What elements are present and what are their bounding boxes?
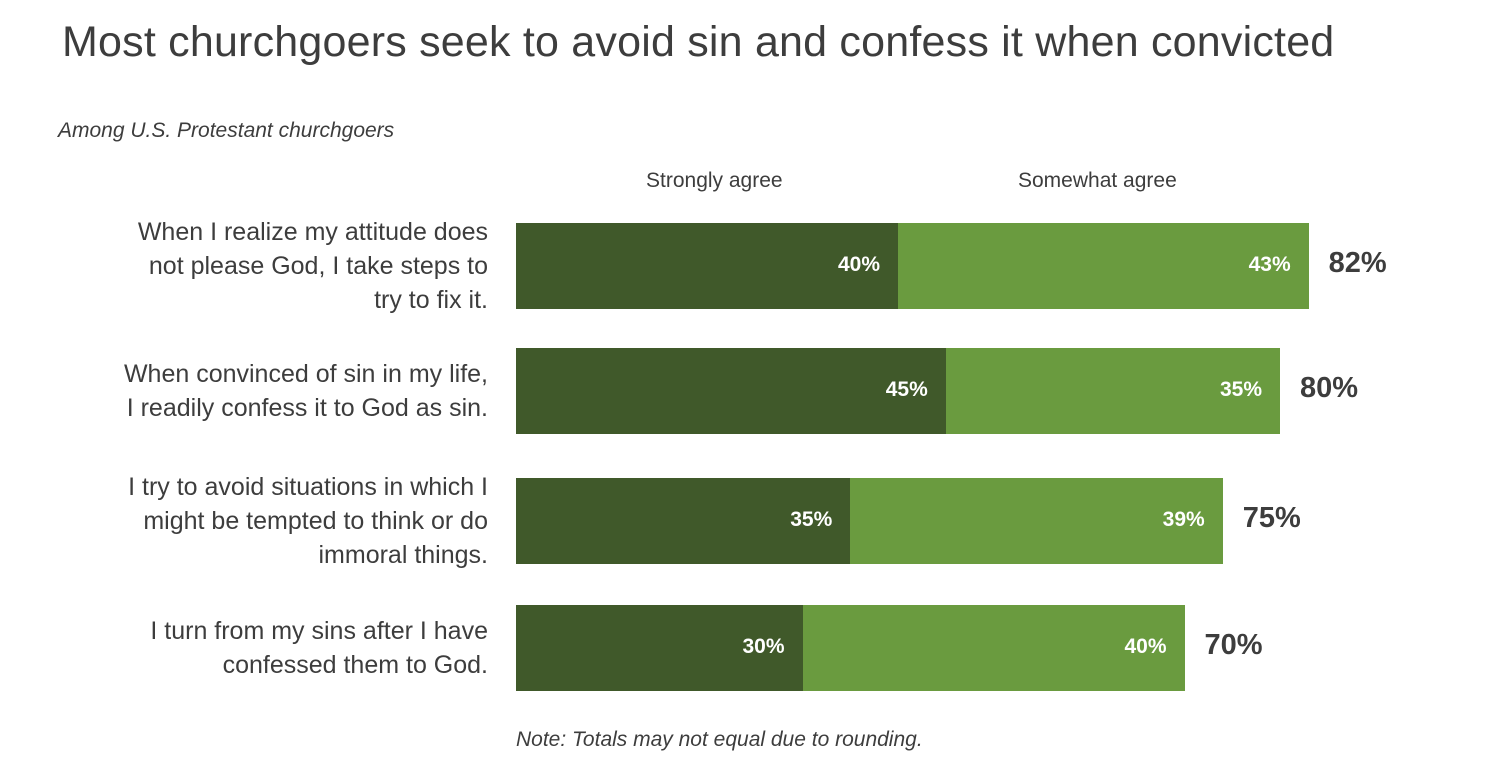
data-label: 35% <box>1219 378 1262 401</box>
bar-somewhat-agree <box>802 605 1185 691</box>
category-label: When I realize my attitude does not pleas… <box>137 218 488 314</box>
bar-strongly-agree <box>516 223 898 309</box>
data-label: 39% <box>1162 508 1205 531</box>
data-label: 45% <box>885 378 928 401</box>
bar-somewhat-agree <box>898 223 1309 309</box>
total-label: 70% <box>1204 629 1263 661</box>
data-label: 35% <box>790 508 833 531</box>
legend-somewhat-agree: Somewhat agree <box>1018 169 1177 192</box>
data-label: 30% <box>742 635 785 658</box>
chart-subtitle: Among U.S. Protestant churchgoers <box>58 119 395 142</box>
category-label: I turn from my sins after I have confesse… <box>150 617 488 679</box>
total-label: 82% <box>1328 247 1387 279</box>
chart-title: Most churchgoers seek to avoid sin and c… <box>62 18 1335 66</box>
data-label: 43% <box>1248 253 1291 276</box>
bar-strongly-agree <box>516 605 803 691</box>
total-label: 80% <box>1300 372 1359 404</box>
bar-somewhat-agree <box>850 478 1223 564</box>
data-label: 40% <box>1124 635 1167 658</box>
bar-somewhat-agree <box>945 348 1280 434</box>
bar-strongly-agree <box>516 478 851 564</box>
bar-strongly-agree <box>516 348 946 434</box>
total-label: 75% <box>1242 502 1301 534</box>
legend-strongly-agree: Strongly agree <box>646 169 783 192</box>
category-label: When convinced of sin in my life, I readi… <box>123 360 488 422</box>
data-label: 40% <box>837 253 880 276</box>
chart-note: Note: Totals may not equal due to roundi… <box>516 728 923 751</box>
